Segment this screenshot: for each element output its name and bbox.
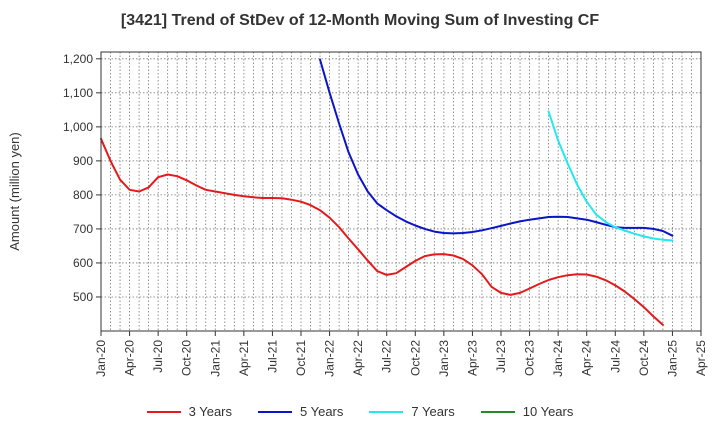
y-tick-label: 1,000 xyxy=(63,120,93,134)
x-tick-label: Oct-24 xyxy=(637,340,651,376)
legend-item-5-years: 5 Years xyxy=(258,404,343,419)
legend-item-3-years: 3 Years xyxy=(146,404,232,419)
x-tick-label: Jul-21 xyxy=(265,340,279,373)
legend-swatch xyxy=(146,410,181,413)
grid xyxy=(100,52,702,331)
legend-item-10-years: 10 Years xyxy=(480,404,574,419)
y-tick-label: 700 xyxy=(73,222,93,236)
series-line-7-years xyxy=(547,110,674,242)
y-tick-label: 800 xyxy=(73,188,93,202)
x-tick-label: Oct-23 xyxy=(523,340,537,376)
legend-label: 7 Years xyxy=(411,404,455,419)
x-tick-label: Jan-22 xyxy=(323,340,337,377)
x-tick-label: Jul-24 xyxy=(608,340,622,373)
legend-label: 3 Years xyxy=(188,404,232,419)
x-tick-label: Jan-23 xyxy=(437,340,451,377)
plot-frame xyxy=(100,51,702,332)
y-tick-label: 500 xyxy=(73,290,93,304)
legend-item-7-years: 7 Years xyxy=(369,404,455,419)
y-tick-label: 600 xyxy=(73,256,93,270)
x-tick-label: Jul-20 xyxy=(151,340,165,373)
legend-label: 5 Years xyxy=(300,404,344,419)
y-tick-label: 1,100 xyxy=(63,86,93,100)
legend-label: 10 Years xyxy=(522,404,574,419)
x-tick-label: Jan-25 xyxy=(665,340,679,377)
x-tick-label: Apr-20 xyxy=(123,340,137,376)
y-axis-title: Amount (million yen) xyxy=(7,132,22,251)
x-tick-label: Apr-25 xyxy=(694,340,708,376)
x-tick-label: Apr-23 xyxy=(465,340,479,376)
chart-svg: 500 600 700 800 900 1,000 1,100 1,200 Jan-20 Apr… xyxy=(7,51,708,377)
x-tick-label: Jan-24 xyxy=(551,340,565,377)
x-tick-label: Jul-22 xyxy=(380,340,394,373)
legend-swatch xyxy=(258,410,292,413)
legend-swatch xyxy=(480,410,515,413)
y-tick-label: 900 xyxy=(73,154,93,168)
legend: 3 Years 5 Years 7 Years 10 Years xyxy=(0,404,720,419)
x-tick-label: Apr-21 xyxy=(237,340,251,376)
y-axis-ticks: 500 600 700 800 900 1,000 1,100 1,200 xyxy=(63,52,101,304)
series-lines xyxy=(100,58,674,326)
series-line-5-years xyxy=(319,58,674,237)
y-tick-label: 1,200 xyxy=(63,52,93,66)
chart-title: [3421] Trend of StDev of 12-Month Moving… xyxy=(120,12,600,29)
x-tick-label: Jul-23 xyxy=(494,340,508,373)
x-tick-label: Jan-20 xyxy=(94,340,108,377)
x-tick-label: Oct-21 xyxy=(294,340,308,376)
x-tick-label: Apr-24 xyxy=(580,340,594,376)
x-tick-label: Oct-20 xyxy=(180,340,194,376)
x-axis-ticks: Jan-20 Apr-20 Jul-20 Oct-20 Jan-21 Apr-21 Jul-… xyxy=(94,331,708,377)
x-tick-label: Jan-21 xyxy=(208,340,222,377)
x-tick-label: Oct-22 xyxy=(408,340,422,376)
x-tick-label: Apr-22 xyxy=(351,340,365,376)
series-line-3-years xyxy=(100,137,664,326)
legend-swatch xyxy=(369,410,404,413)
